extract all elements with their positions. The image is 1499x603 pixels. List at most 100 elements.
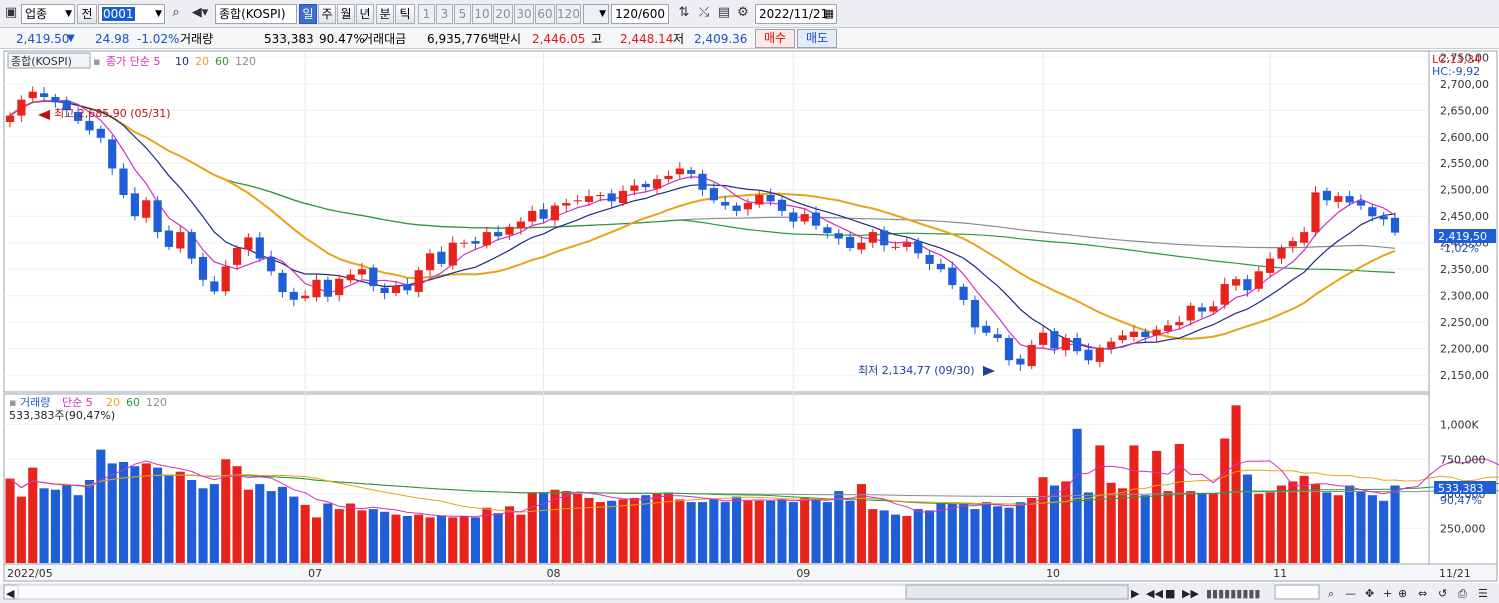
print-icon[interactable]: ⎙ [1458, 587, 1467, 600]
volume-bar [493, 513, 503, 563]
menu-icon[interactable]: ▣ [4, 5, 18, 20]
scroll-thumb[interactable] [905, 584, 1129, 600]
volume-bar [584, 498, 594, 563]
compare-icon[interactable]: ⇅ [678, 5, 690, 20]
calendar-icon[interactable]: ▦ [823, 7, 834, 20]
code-input[interactable]: 0001 ▼ [98, 4, 165, 24]
price-tick-label: 2,500,00 [1440, 184, 1489, 197]
candle-body [959, 286, 968, 300]
market-select[interactable]: 업종 ▼ [21, 4, 75, 24]
stop-icon[interactable]: ■ [1165, 587, 1175, 600]
period-tick-button[interactable]: 틱 [395, 4, 415, 24]
candle-body [357, 269, 366, 275]
period-month-button[interactable]: 월 [337, 4, 355, 24]
market-select-value: 업종 [25, 7, 48, 21]
candle-body [709, 188, 718, 201]
volume-bar [573, 493, 583, 563]
period-day-button[interactable]: 일 [299, 4, 317, 24]
play-back-icon[interactable]: ◀◀ [1146, 587, 1163, 600]
zoom-in-icon[interactable]: + [1383, 587, 1392, 600]
candle-body [1163, 325, 1173, 332]
candle-body [1061, 338, 1070, 351]
legend-ma10: 10 [175, 55, 189, 68]
candle-body [1356, 200, 1366, 206]
low-label: 저 [673, 32, 685, 46]
candle-body [1300, 232, 1309, 243]
candle-body [925, 254, 934, 264]
candle-body [777, 199, 787, 211]
reset-icon[interactable]: ↺ [1438, 587, 1447, 600]
volume-bar [470, 517, 480, 563]
high-annotation: 최고 2,685,90 (05/31) [54, 107, 171, 120]
play-forward-icon[interactable]: ▶▶ [1182, 587, 1199, 600]
chart-tools-icon[interactable]: ⤯ [698, 5, 710, 20]
candle-body [891, 246, 900, 248]
volume-bar [119, 462, 129, 563]
period-minute-button[interactable]: 분 [376, 4, 394, 24]
sound-icon[interactable]: ◀▾ [191, 5, 209, 20]
candle-body [176, 232, 185, 249]
save-icon[interactable]: ▤ [717, 5, 731, 20]
sell-button[interactable]: 매도 [797, 29, 837, 48]
candle-body [664, 175, 673, 180]
jeon-button[interactable]: 전 [77, 4, 97, 24]
volume-ma20-line [9, 469, 1499, 513]
volume-tick-label: 750,000 [1440, 453, 1486, 466]
interval-30-button[interactable]: 30 [514, 4, 534, 24]
interval-1-button[interactable]: 1 [418, 4, 435, 24]
zoom-field[interactable] [1274, 584, 1320, 600]
volume-bar [1276, 485, 1286, 563]
scroll-track[interactable] [17, 584, 907, 600]
high-value: 2,448.14 [620, 32, 674, 46]
volume-bar [232, 466, 242, 563]
candle-body [335, 278, 344, 296]
volume-bar [868, 509, 878, 563]
high-arrow-icon [38, 110, 50, 120]
candle-body [346, 274, 355, 281]
zoom-out-icon[interactable]: — [1345, 587, 1356, 600]
settings-icon[interactable]: ⚙ [737, 5, 749, 20]
volume-bar [1288, 481, 1298, 563]
candle-body [164, 230, 173, 247]
volume-bar [754, 500, 764, 564]
candle-body [914, 241, 923, 254]
toggle-icon[interactable]: ⇔ [1418, 587, 1427, 600]
interval-5-button[interactable]: 5 [454, 4, 471, 24]
scroll-right-icon[interactable]: ▶ [1131, 587, 1140, 600]
interval-60-button[interactable]: 60 [535, 4, 555, 24]
stock-chart[interactable]: 2,150,00 2,200,00 2,250,00 2,300,00 2,350,00… [0, 49, 1499, 603]
interval-3-button[interactable]: 3 [436, 4, 453, 24]
volume-bar [414, 514, 424, 563]
legend-volume-value: 533,383주(90,47%) [9, 409, 115, 422]
volume-bar [743, 500, 753, 564]
move-icon[interactable]: ✥ [1365, 587, 1374, 600]
interval-10-button[interactable]: 10 [472, 4, 492, 24]
count-input[interactable]: 120/600 [611, 4, 669, 24]
zoom-slider-icon[interactable]: ▮▮▮▮▮▮▮▮▮ [1206, 587, 1260, 600]
price-tick-label: 2,200,00 [1440, 343, 1489, 356]
candle-body [1016, 358, 1025, 365]
volume-bar [1345, 485, 1355, 563]
volume-bar [459, 516, 469, 563]
volume-bar [947, 503, 957, 563]
volume-bar [1231, 405, 1241, 563]
period-year-button[interactable]: 년 [356, 4, 374, 24]
search-icon[interactable]: ⌕ [172, 5, 180, 20]
custom-interval-select[interactable]: ▼ [583, 4, 609, 24]
buy-button[interactable]: 매수 [755, 29, 795, 48]
zoom-icon[interactable]: ⌕ [1328, 587, 1334, 600]
date-input[interactable]: 2022/11/21 ▦ [755, 4, 837, 24]
candle-body [687, 170, 696, 174]
candle-body [1175, 322, 1184, 326]
candle-body [834, 233, 843, 239]
volume-bar [698, 502, 708, 563]
period-week-button[interactable]: 주 [318, 4, 336, 24]
interval-120-button[interactable]: 120 [556, 4, 581, 24]
interval-20-button[interactable]: 20 [493, 4, 513, 24]
scroll-left-icon: ◀ [6, 587, 15, 600]
fit-icon[interactable]: ⊕ [1398, 587, 1407, 600]
candle-body [494, 232, 503, 237]
volume-ma5-line [9, 458, 1499, 518]
volume-bar [1333, 495, 1343, 563]
config-icon[interactable]: ☰ [1478, 587, 1488, 600]
